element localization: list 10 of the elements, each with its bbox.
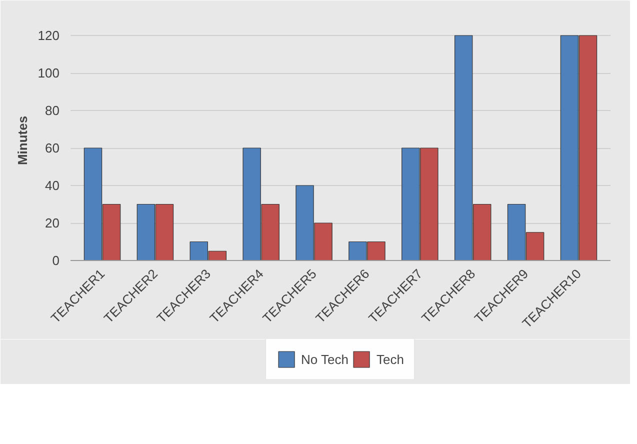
y-tick-label: 40 [45, 178, 60, 193]
y-tick-label: 100 [38, 66, 60, 80]
legend-label: No Tech [301, 352, 348, 366]
y-tick-label: 60 [45, 140, 60, 156]
y-tick-label: 80 [45, 103, 60, 118]
legend-label: Tech [376, 352, 404, 366]
y-tick-label: 0 [52, 253, 60, 268]
y-tick-label: 120 [38, 28, 60, 43]
y-tick-label: 20 [45, 216, 60, 230]
y-axis-title: Minutes [14, 116, 30, 166]
